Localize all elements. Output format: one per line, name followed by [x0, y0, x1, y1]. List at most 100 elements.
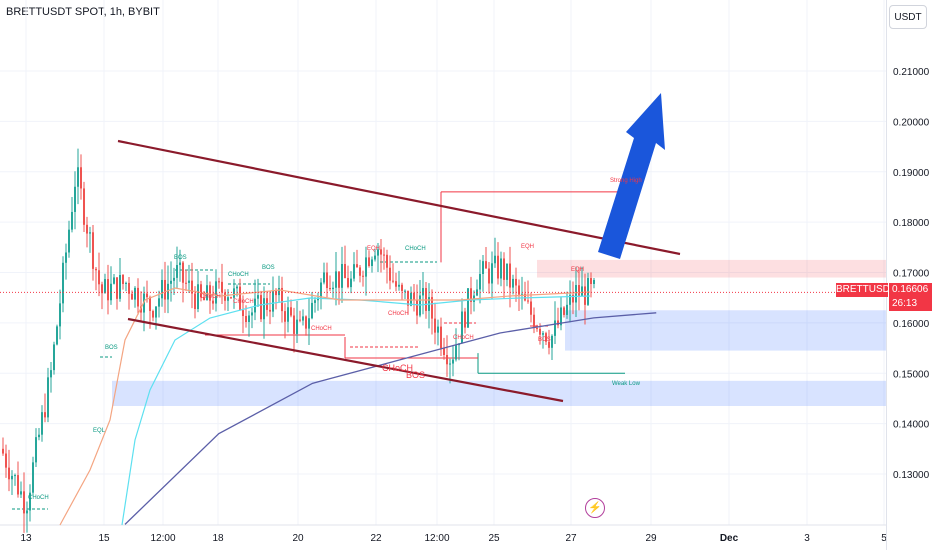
lightning-icon[interactable]: ⚡ [585, 498, 605, 518]
candle-body [449, 363, 451, 365]
candle-body [35, 437, 37, 463]
candle-body [47, 377, 49, 418]
candle-body [59, 303, 61, 327]
candle-body [590, 278, 592, 285]
zone-demand [565, 310, 886, 351]
candle-body [134, 287, 136, 300]
structure-label: EQH [571, 267, 584, 273]
candle-body [11, 475, 13, 480]
candle-body [317, 297, 319, 301]
candle-body [470, 288, 472, 302]
candle-body [581, 286, 583, 296]
candle-body [41, 412, 43, 435]
candle-body [377, 249, 379, 256]
candle-body [404, 290, 406, 292]
candle-body [362, 275, 364, 277]
structure-label: Strong High [610, 178, 642, 184]
candle-body [509, 263, 511, 288]
ma-cyan-line [121, 295, 591, 526]
candle-body [146, 293, 148, 298]
candle-body [512, 278, 514, 288]
candle-body [560, 307, 562, 326]
candle-body [230, 297, 232, 299]
x-tick-label: 27 [565, 533, 577, 544]
y-tick-label: 0.20000 [893, 117, 930, 128]
candle-body [398, 284, 400, 287]
candle-body [152, 311, 154, 318]
candle-body [392, 280, 394, 282]
candle-body [86, 224, 88, 234]
candle-body [524, 293, 526, 301]
candle-body [245, 316, 247, 322]
candle-body [77, 167, 79, 187]
candle-body [455, 345, 457, 360]
candle-body [563, 307, 565, 315]
candle-body [254, 298, 256, 313]
candle-body [305, 316, 307, 329]
candle-body [188, 280, 190, 283]
structure-label: CHoCH [228, 272, 249, 278]
x-tick-label: 13 [20, 533, 32, 544]
candle-body [257, 295, 259, 299]
candle-body [83, 188, 85, 225]
candle-body [194, 293, 196, 310]
candle-body [578, 285, 580, 296]
candle-body [323, 272, 325, 283]
structure-label: EQL [93, 428, 106, 434]
candle-body [29, 492, 31, 511]
candle-body [350, 278, 352, 288]
candle-body [227, 297, 229, 301]
x-tick-label: 20 [292, 533, 304, 544]
candle-body [575, 285, 577, 303]
upper-trendline [117, 139, 681, 256]
candle-body [554, 320, 556, 336]
candle-body [341, 263, 343, 288]
structure-label: CHoCH [405, 246, 426, 252]
candle-body [23, 491, 25, 514]
currency-selector[interactable]: USDT [889, 5, 927, 29]
candle-body [527, 300, 529, 302]
candle-body [26, 510, 28, 514]
candle-body [278, 287, 280, 296]
x-tick-label: 12:00 [150, 533, 175, 544]
candle-body [62, 262, 64, 304]
candle-body [200, 284, 202, 298]
structure-label: BOS [105, 345, 118, 351]
candle-body [140, 306, 142, 313]
structure-label: BOS [538, 337, 551, 343]
y-tick-label: 0.16000 [893, 319, 930, 330]
y-tick-label: 0.17000 [893, 269, 930, 280]
candle-body [260, 295, 262, 320]
candle-body [500, 258, 502, 279]
candle-body [359, 267, 361, 276]
zone-supply [537, 259, 886, 278]
candle-body [170, 280, 172, 284]
candle-body [485, 261, 487, 269]
candle-body [314, 300, 316, 303]
y-tick-label: 0.18000 [893, 218, 930, 229]
candle-body [38, 434, 40, 438]
candle-body [20, 491, 22, 495]
candle-body [119, 274, 121, 299]
candle-body [74, 186, 76, 212]
zone-demand [112, 380, 886, 406]
candle-body [311, 302, 313, 319]
candle-body [566, 304, 568, 315]
y-tick-label: 0.21000 [893, 67, 930, 78]
structure-label: CHoCH [388, 311, 409, 317]
candle-body [374, 255, 376, 260]
candle-body [233, 288, 235, 298]
candle-body [344, 263, 346, 279]
candle-body [287, 307, 289, 322]
structure-label: EQH [521, 244, 534, 250]
candle-body [158, 298, 160, 307]
candle-body [452, 359, 454, 364]
candle-body [332, 287, 334, 290]
ma-200-line [124, 312, 657, 525]
candle-body [224, 292, 226, 301]
candle-body [395, 281, 397, 287]
candle-body [98, 270, 100, 285]
x-tick-label: 22 [370, 533, 382, 544]
candle-body [104, 279, 106, 294]
